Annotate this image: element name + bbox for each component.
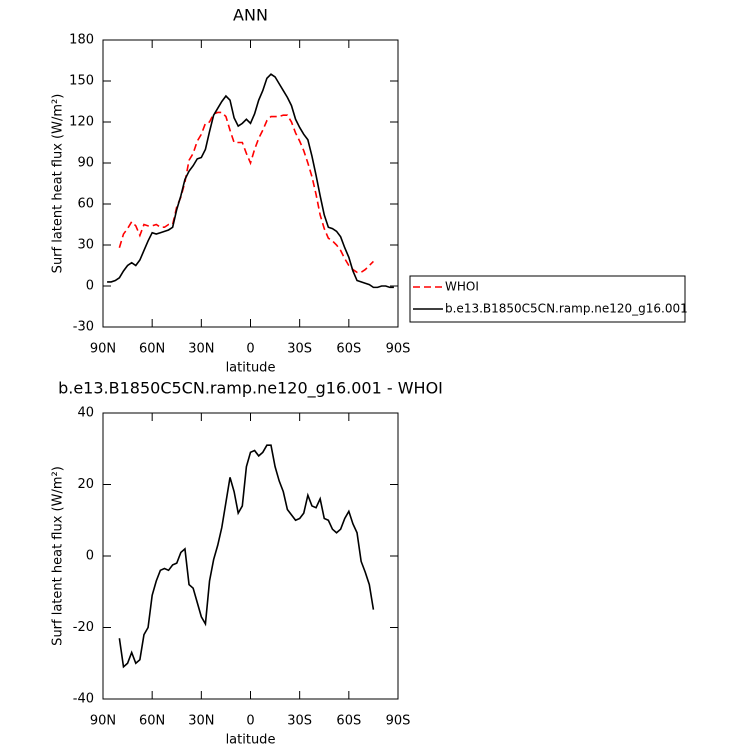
x-tick-label: 60S bbox=[336, 714, 361, 729]
x-tick-label: 60N bbox=[139, 714, 165, 729]
y-tick-label: 20 bbox=[77, 477, 94, 492]
data-line bbox=[107, 73, 394, 289]
y-tick-label: -30 bbox=[73, 320, 94, 335]
x-tick-label: 90S bbox=[386, 714, 411, 729]
y-axis-label: Surf latent heat flux (W/m²) bbox=[51, 94, 66, 274]
y-tick-label: 0 bbox=[86, 549, 94, 564]
plot-frame bbox=[102, 412, 399, 700]
y-tick-label: -20 bbox=[73, 620, 94, 635]
legend-label: WHOI bbox=[445, 280, 479, 294]
x-tick-label: 0 bbox=[246, 714, 254, 729]
legend-box bbox=[409, 275, 686, 323]
x-tick-label: 90S bbox=[386, 342, 411, 357]
x-tick-label: 30N bbox=[188, 714, 214, 729]
y-tick-label: 0 bbox=[86, 279, 94, 294]
data-line bbox=[118, 111, 374, 274]
x-tick-label: 60S bbox=[336, 342, 361, 357]
y-axis-label: Surf latent heat flux (W/m²) bbox=[51, 466, 66, 646]
x-tick-label: 60N bbox=[139, 342, 165, 357]
x-tick-label: 0 bbox=[246, 342, 254, 357]
x-tick-label: 90N bbox=[90, 342, 116, 357]
chart-title: b.e13.B1850C5CN.ramp.ne120_g16.001 - WHO… bbox=[58, 379, 443, 399]
y-tick-label: 180 bbox=[69, 33, 94, 48]
y-tick-label: 90 bbox=[77, 156, 94, 171]
plot-frame bbox=[102, 39, 399, 328]
y-tick-label: 120 bbox=[69, 115, 94, 130]
y-tick-label: 150 bbox=[69, 74, 94, 89]
chart-title: ANN bbox=[233, 6, 268, 25]
y-tick-label: -40 bbox=[73, 692, 94, 707]
y-tick-label: 30 bbox=[77, 238, 94, 253]
x-tick-label: 30N bbox=[188, 342, 214, 357]
x-axis-label: latitude bbox=[226, 361, 276, 376]
x-tick-label: 30S bbox=[287, 342, 312, 357]
legend-label: b.e13.B1850C5CN.ramp.ne120_g16.001 bbox=[445, 302, 688, 316]
y-tick-label: 60 bbox=[77, 197, 94, 212]
x-axis-label: latitude bbox=[226, 733, 276, 748]
data-line bbox=[118, 444, 375, 669]
x-tick-label: 90N bbox=[90, 714, 116, 729]
y-tick-label: 40 bbox=[77, 406, 94, 421]
x-tick-label: 30S bbox=[287, 714, 312, 729]
